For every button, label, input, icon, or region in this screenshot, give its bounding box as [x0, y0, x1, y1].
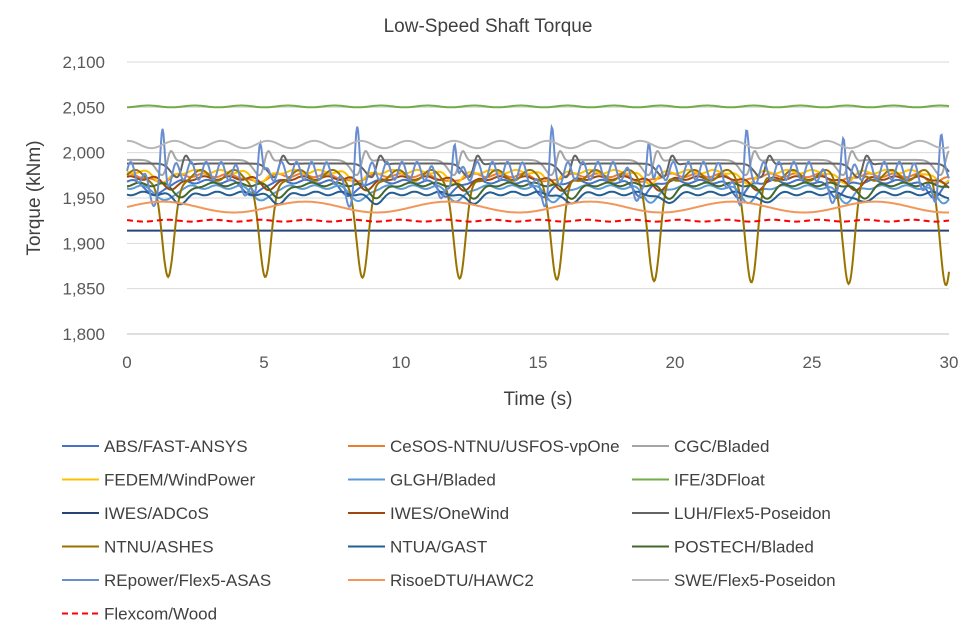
x-axis-ticks: 0 5 10 15 20 25 30	[122, 353, 958, 372]
legend-label: FEDEM/WindPower	[104, 471, 255, 490]
legend-label: IWES/ADCoS	[104, 504, 209, 523]
legend-label: SWE/Flex5-Poseidon	[674, 571, 836, 590]
legend-label: POSTECH/Bladed	[674, 538, 814, 557]
legend-label: IWES/OneWind	[390, 504, 509, 523]
y-tick-label: 2,000	[62, 144, 105, 163]
y-tick-label: 1,950	[62, 189, 105, 208]
series-line	[126, 184, 950, 205]
series-line	[127, 104, 950, 109]
y-axis-title: Torque (kNm)	[24, 140, 45, 255]
x-tick-label: 0	[122, 353, 131, 372]
x-tick-label: 30	[940, 353, 959, 372]
x-tick-label: 20	[666, 353, 685, 372]
series-line	[127, 139, 950, 150]
chart-title: Low-Speed Shaft Torque	[384, 16, 593, 37]
y-tick-label: 2,050	[62, 98, 105, 117]
legend-label: LUH/Flex5-Poseidon	[674, 504, 831, 523]
legend-label: NTUA/GAST	[390, 538, 487, 557]
series-line	[126, 200, 949, 214]
legend-label: Flexcom/Wood	[104, 605, 217, 624]
y-tick-label: 1,900	[62, 234, 105, 253]
series-line	[126, 168, 950, 287]
x-tick-label: 25	[803, 353, 822, 372]
y-tick-label: 1,800	[62, 325, 105, 344]
legend-label: GLGH/Bladed	[390, 471, 496, 490]
y-tick-label: 2,100	[62, 53, 105, 72]
legend-label: REpower/Flex5-ASAS	[104, 571, 271, 590]
x-tick-label: 15	[529, 353, 548, 372]
y-tick-label: 1,850	[62, 280, 105, 299]
x-tick-label: 5	[259, 353, 268, 372]
legend-label: CGC/Bladed	[674, 437, 769, 456]
legend-label: NTNU/ASHES	[104, 538, 214, 557]
legend-label: CeSOS-NTNU/USFOS-vpOne	[390, 437, 620, 456]
x-axis-title: Time (s)	[504, 389, 573, 410]
plot-series	[126, 104, 950, 287]
legend: ABS/FAST-ANSYS CeSOS-NTNU/USFOS-vpOne CGC/…	[62, 437, 836, 624]
series-line	[126, 190, 950, 206]
series-line	[126, 123, 950, 208]
legend-label: IFE/3DFloat	[674, 471, 765, 490]
y-axis-ticks: 1,800 1,850 1,900 1,950 2,000 2,050 2,100	[62, 53, 105, 344]
legend-label: ABS/FAST-ANSYS	[104, 437, 248, 456]
legend-label: RisoeDTU/HAWC2	[390, 571, 534, 590]
x-tick-label: 10	[392, 353, 411, 372]
series-line	[126, 218, 950, 223]
